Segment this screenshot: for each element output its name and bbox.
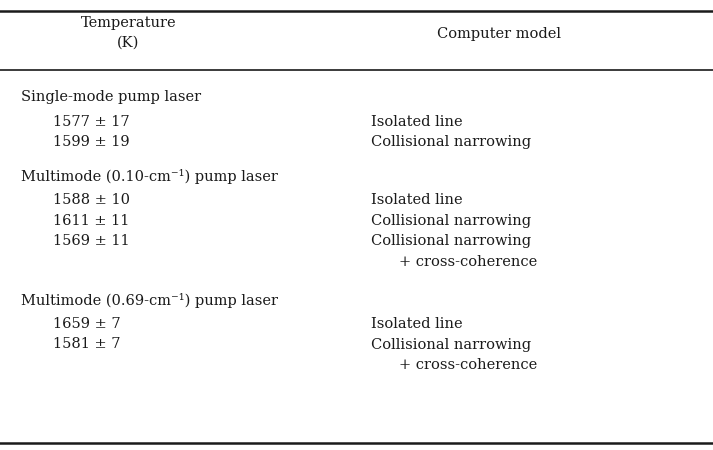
Text: Collisional narrowing: Collisional narrowing — [371, 338, 531, 351]
Text: Isolated line: Isolated line — [371, 194, 463, 207]
Text: Isolated line: Isolated line — [371, 317, 463, 331]
Text: 1611 ± 11: 1611 ± 11 — [53, 214, 130, 228]
Text: (K): (K) — [117, 36, 140, 50]
Text: 1588 ± 10: 1588 ± 10 — [53, 194, 130, 207]
Text: Multimode (0.69-cm⁻¹) pump laser: Multimode (0.69-cm⁻¹) pump laser — [21, 292, 278, 307]
Text: Single-mode pump laser: Single-mode pump laser — [21, 90, 202, 104]
Text: 1659 ± 7: 1659 ± 7 — [53, 317, 121, 331]
Text: Isolated line: Isolated line — [371, 115, 463, 129]
Text: + cross-coherence: + cross-coherence — [399, 358, 538, 372]
Text: + cross-coherence: + cross-coherence — [399, 255, 538, 269]
Text: 1569 ± 11: 1569 ± 11 — [53, 234, 130, 248]
Text: Collisional narrowing: Collisional narrowing — [371, 234, 531, 248]
Text: Collisional narrowing: Collisional narrowing — [371, 214, 531, 228]
Text: Computer model: Computer model — [437, 27, 561, 41]
Text: Multimode (0.10-cm⁻¹) pump laser: Multimode (0.10-cm⁻¹) pump laser — [21, 169, 278, 184]
Text: 1577 ± 17: 1577 ± 17 — [53, 115, 130, 129]
Text: 1599 ± 19: 1599 ± 19 — [53, 135, 130, 149]
Text: 1581 ± 7: 1581 ± 7 — [53, 338, 121, 351]
Text: Collisional narrowing: Collisional narrowing — [371, 135, 531, 149]
Text: Temperature: Temperature — [81, 16, 176, 30]
